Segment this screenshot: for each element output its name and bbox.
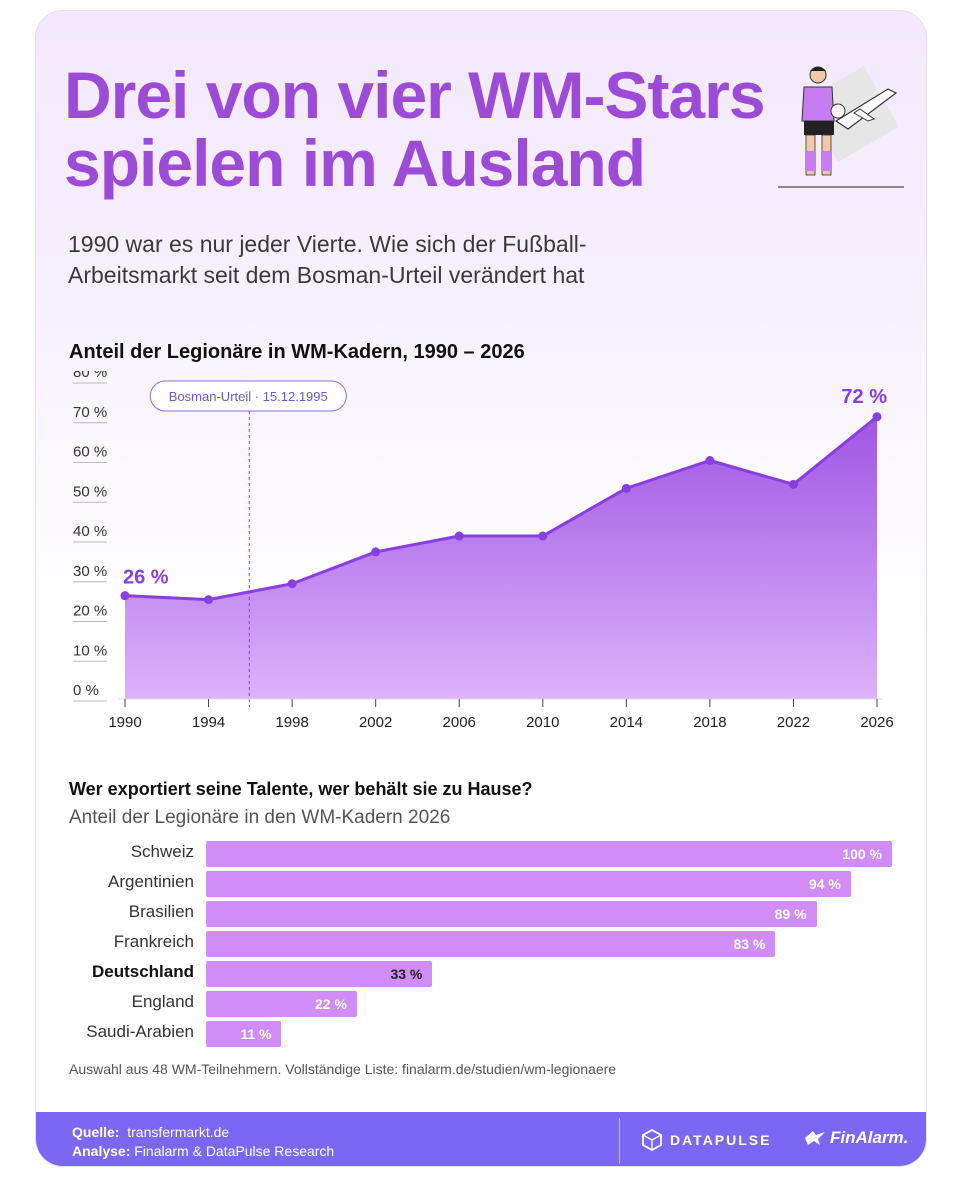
bar-category-label: Frankreich	[113, 932, 194, 951]
x-tick-label: 2022	[777, 714, 810, 731]
footnote: Auswahl aus 48 WM-Teilnehmern. Vollständ…	[69, 1061, 617, 1077]
finalarm-logo[interactable]: FinAlarm.	[804, 1128, 908, 1148]
start-value-label: 26 %	[123, 567, 169, 589]
y-tick-label: 80 %	[73, 371, 107, 381]
bar-row: Saudi-Arabien 11 %	[36, 1021, 926, 1047]
area-fill	[125, 416, 877, 699]
y-tick-label: 20 %	[73, 603, 107, 620]
bar-value-label: 33 %	[390, 966, 423, 982]
bar-value-label: 83 %	[733, 936, 766, 952]
bar-category-label: Argentinien	[107, 872, 194, 891]
bar-value-label: 94 %	[808, 876, 841, 892]
soccer-player-airplane-icon	[778, 66, 904, 188]
bar-category-label: Schweiz	[130, 842, 194, 861]
data-point	[120, 591, 130, 601]
bar-row: Argentinien 94 %	[36, 871, 926, 897]
x-tick-label: 2014	[610, 714, 643, 731]
bar-row: Deutschland 33 %	[36, 961, 926, 987]
data-point	[788, 479, 798, 489]
x-tick-label: 2010	[526, 714, 559, 731]
data-point	[872, 412, 882, 422]
y-tick-label: 0 %	[73, 682, 99, 699]
page-title: Drei von vier WM-Stars spielen im Auslan…	[64, 58, 766, 200]
infographic-card: Drei von vier WM-Stars spielen im Auslan…	[35, 10, 927, 1167]
line-chart: 0 % 10 % 20 % 30 % 40 % 50 % 60 % 70 % 80 % Bosma…	[73, 371, 894, 731]
analysis-value: Finalarm & DataPulse Research	[134, 1143, 335, 1159]
bar: 33 %	[206, 961, 433, 987]
bar-row: Schweiz 100 %	[36, 841, 926, 867]
bar: 11 %	[206, 1021, 282, 1047]
data-point	[371, 547, 381, 557]
bar-row: Brasilien 89 %	[36, 901, 926, 927]
bar-row: England 22 %	[36, 991, 926, 1017]
cube-icon	[642, 1129, 662, 1151]
bar-category-label: Deutschland	[91, 962, 194, 981]
bar-value-label: 11 %	[240, 1026, 272, 1042]
bar: 22 %	[206, 991, 357, 1017]
datapulse-logo[interactable]: DATAPULSE	[642, 1129, 771, 1151]
bar: 83 %	[206, 931, 776, 957]
series-line	[124, 415, 878, 602]
bar-chart-subtitle: Anteil der Legionäre in den WM-Kadern 20…	[69, 807, 451, 828]
page-subtitle: 1990 war es nur jeder Vierte. Wie sich d…	[68, 231, 587, 288]
analysis-key: Analyse:	[72, 1143, 131, 1159]
x-tick-label: 2018	[693, 714, 726, 731]
end-value-label: 72 %	[841, 386, 887, 408]
bar-value-label: 89 %	[774, 906, 807, 922]
data-point	[705, 456, 715, 465]
y-tick-label: 10 %	[73, 642, 107, 659]
bird-icon	[805, 1131, 825, 1145]
y-tick-label: 40 %	[73, 523, 107, 540]
x-tick-label: 1998	[275, 714, 308, 731]
bar: 100 %	[206, 841, 892, 867]
source-key: Quelle:	[72, 1124, 120, 1140]
y-tick-label: 70 %	[73, 404, 107, 421]
bosman-callout-box	[149, 380, 347, 412]
bosman-callout-label: Bosman-Urteil · 15.12.1995	[169, 389, 328, 404]
bar-category-label: Saudi-Arabien	[86, 1022, 194, 1041]
bar-value-label: 100 %	[842, 846, 882, 862]
y-tick-label: 60 %	[73, 444, 107, 461]
datapulse-logo-text: DATAPULSE	[670, 1132, 772, 1148]
bar: 94 %	[206, 871, 851, 897]
x-tick-label: 2006	[443, 714, 476, 731]
line-chart-title: Anteil der Legionäre in WM-Kadern, 1990 …	[69, 341, 525, 363]
bar: 89 %	[206, 901, 817, 927]
y-tick-label: 50 %	[73, 483, 107, 500]
footer: Quelle: transfermarkt.de Analyse: Finala…	[36, 1112, 926, 1166]
bar-category-label: Brasilien	[128, 902, 194, 921]
data-point	[454, 531, 464, 541]
bar-row: Frankreich 83 %	[36, 931, 926, 957]
source-value: transfermarkt.de	[127, 1124, 230, 1140]
x-tick-label: 2002	[359, 714, 392, 731]
footer-sources: Quelle: transfermarkt.de Analyse: Finala…	[72, 1123, 334, 1161]
data-point	[538, 531, 548, 541]
data-point	[287, 579, 297, 589]
finalarm-logo-text: FinAlarm.	[830, 1128, 909, 1147]
y-tick-label: 30 %	[73, 563, 107, 580]
data-point	[204, 595, 214, 605]
x-tick-label: 2026	[860, 714, 893, 731]
bar-chart-title: Wer exportiert seine Talente, wer behält…	[69, 779, 533, 799]
x-tick-label: 1994	[192, 714, 225, 731]
x-tick-label: 1990	[108, 714, 141, 731]
bar-value-label: 22 %	[314, 996, 347, 1012]
data-point	[621, 483, 631, 493]
bar-category-label: England	[131, 992, 194, 1011]
footer-divider	[619, 1118, 620, 1164]
